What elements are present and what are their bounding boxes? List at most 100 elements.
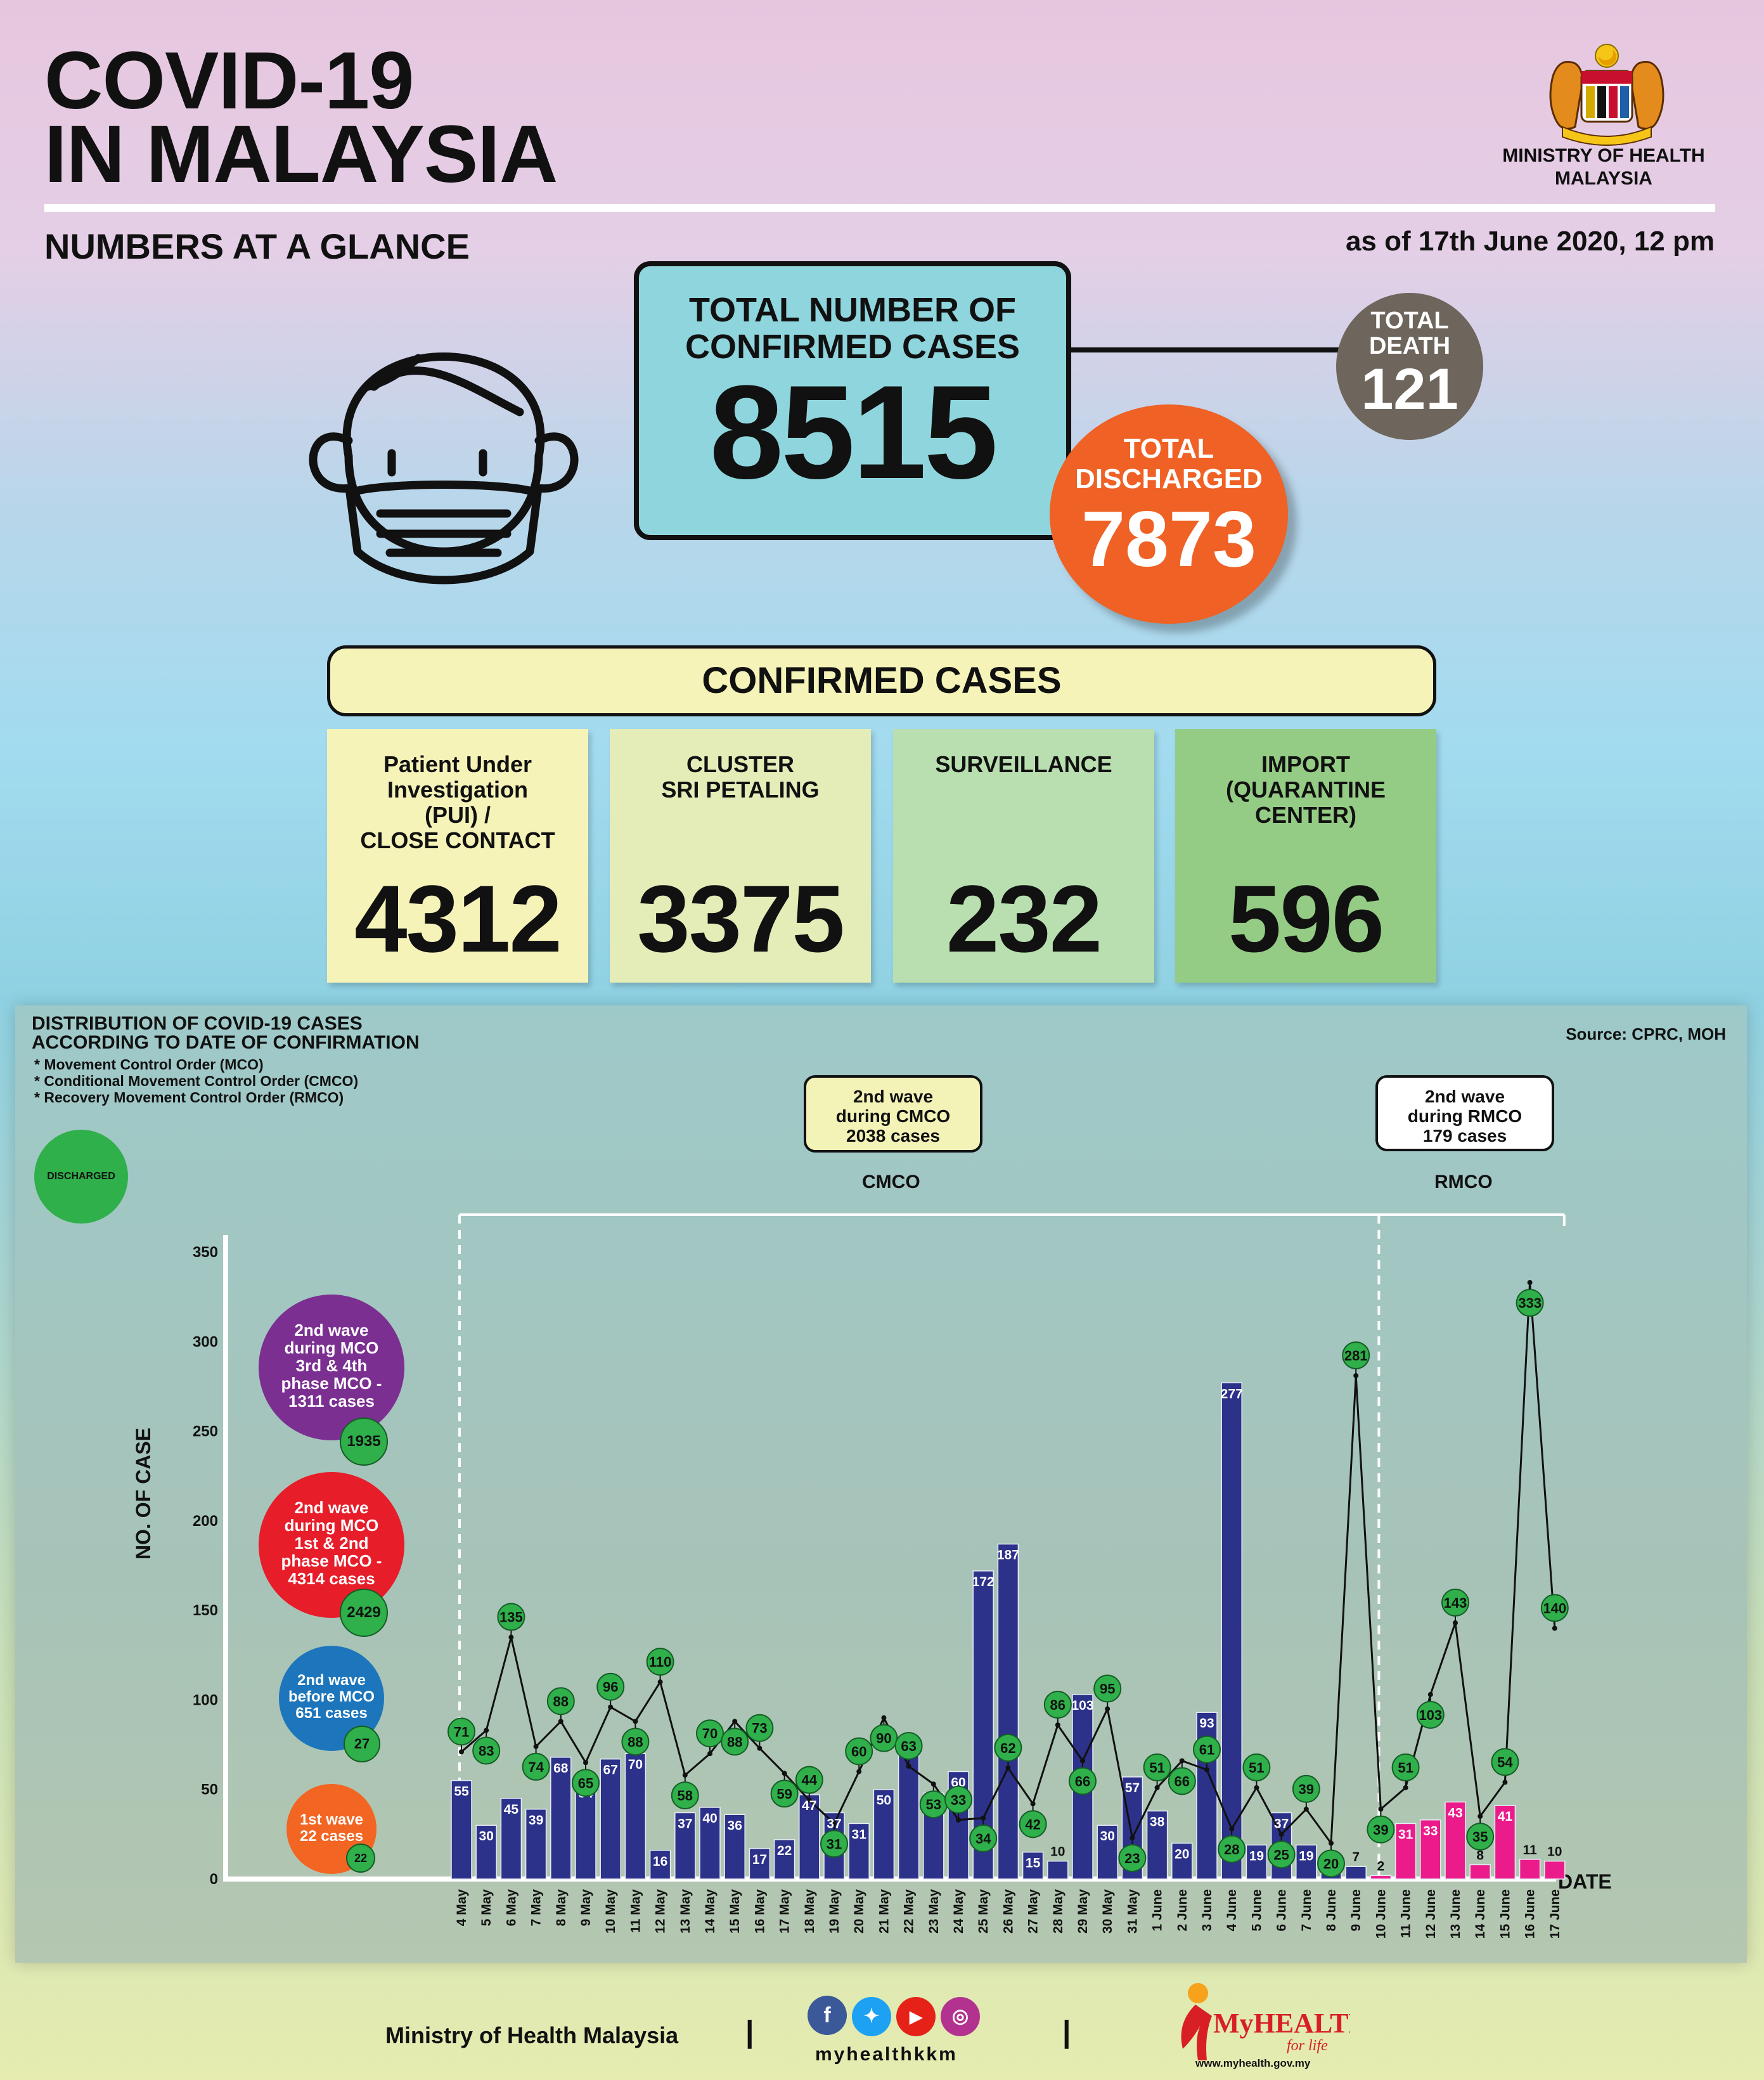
cmco-wave-callout: 2nd wave during CMCO 2038 cases [804,1075,982,1153]
callout-line: 179 cases [1422,1126,1507,1146]
discharged-value-label: 31 [827,1836,842,1852]
bar-value-label: 8 [1476,1848,1484,1863]
x-tick-label: 19 May [827,1889,842,1934]
discharged-badge [621,1728,650,1756]
discharged-value-label: 39 [1373,1822,1388,1838]
myhealth-url: www.myhealth.gov.my [1195,2057,1311,2069]
total-confirmed-label-line-2: CONFIRMED CASES [685,328,1020,366]
card-label-line: SRI PETALING [661,777,820,803]
card-pui-close-contact: Patient Under Investigation (PUI) / CLOS… [327,729,588,983]
bar-value-label: 36 [728,1818,742,1833]
bar-value-label: 30 [1100,1829,1115,1844]
discharged-badge [546,1687,575,1715]
bar-30-may [1097,1825,1118,1880]
x-tick-label: 10 May [603,1889,618,1934]
rmco-period-label: RMCO [1434,1172,1493,1192]
callout-line: during RMCO [1407,1106,1523,1126]
discharged-badge [1043,1690,1072,1719]
bar-value-label: 68 [553,1761,569,1776]
bar-10-june [1370,1875,1392,1880]
discharged-value-label: 103 [1419,1707,1442,1723]
discharged-badge [1069,1767,1097,1795]
chart-title: DISTRIBUTION OF COVID-19 CASES ACCORDING… [32,1014,420,1052]
discharged-value-label: 73 [752,1721,767,1736]
bar-8-may [550,1757,572,1880]
bar-6-may [500,1798,522,1880]
x-tick-label: 29 May [1076,1889,1090,1934]
wave-line: 2nd wave [294,1321,369,1340]
rmco-wave-callout: 2nd wave during RMCO 179 cases [1375,1075,1554,1151]
coat-of-arms-icon [1549,44,1664,146]
card-import-quarantine: IMPORT (QUARANTINE CENTER) 596 [1175,729,1436,983]
bar-16-may [749,1848,771,1880]
y-tick-label: 0 [210,1871,218,1888]
chart-notes: * Movement Control Order (MCO) * Conditi… [34,1056,358,1106]
discharged-value-label: 58 [678,1788,693,1804]
bar-27-may [1022,1851,1044,1880]
total-discharged-label-line-2: DISCHARGED [1075,463,1263,494]
total-confirmed-value: 8515 [709,358,998,507]
cmco-period-label: CMCO [862,1172,920,1192]
bar-value-label: 93 [1199,1716,1214,1731]
bar-14-may [699,1807,721,1880]
x-tick-label: 16 June [1523,1889,1538,1939]
discharged-value-label: 110 [649,1654,672,1670]
card-value: 596 [1228,865,1384,972]
x-tick-label: 5 June [1249,1889,1264,1932]
x-tick-label: 26 May [1001,1889,1015,1934]
bar-value-label: 31 [1398,1827,1413,1842]
bar-15-may [724,1814,745,1880]
y-tick-label: 300 [193,1333,218,1350]
youtube-icon[interactable]: ▶ [896,1997,936,2036]
discharged-value-label: 33 [951,1792,966,1808]
card-label-line: Patient Under [383,751,532,777]
wave-discharged-badge: 22 [346,1844,375,1873]
x-tick-label: 9 May [579,1889,593,1927]
callout-line: 2nd wave [1424,1087,1505,1106]
instagram-icon[interactable]: ◎ [941,1997,980,2036]
confirmed-cases-header: CONFIRMED CASES [327,645,1436,716]
card-value: 3375 [637,865,845,972]
bar-value-label: 2 [1377,1859,1385,1873]
bar-21-may [873,1788,895,1880]
bar-4-may [451,1780,472,1880]
bar-value-label: 10 [1547,1845,1562,1859]
discharged-value-label: 88 [727,1734,742,1750]
discharged-value-label: 63 [901,1738,916,1754]
x-tick-label: 6 May [504,1889,518,1927]
wave-line: phase MCO - [281,1551,382,1570]
discharged-badge [1019,1810,1047,1838]
discharged-badge [1317,1849,1345,1878]
total-confirmed-card: TOTAL NUMBER OF CONFIRMED CASES 8515 [634,261,1071,540]
x-tick-label: 11 June [1399,1889,1413,1938]
wave-mco-1-2-circle: 2nd wave during MCO 1st & 2nd phase MCO … [259,1472,404,1618]
wave-line: 1311 cases [288,1392,375,1411]
x-tick-label: 12 June [1424,1889,1438,1939]
bar-value-label: 39 [529,1813,543,1828]
facebook-icon[interactable]: f [808,1996,847,2035]
total-discharged-label-line-1: TOTAL [1123,433,1214,464]
twitter-icon[interactable]: ✦ [852,1997,891,2036]
discharged-badge [1218,1835,1246,1863]
x-axis-label: DATE [1558,1870,1612,1893]
discharged-badge [1516,1289,1544,1317]
discharged-badge [820,1830,848,1858]
bar-value-label: 57 [1125,1781,1140,1795]
card-label-line: SURVEILLANCE [935,751,1112,777]
bar-value-label: 45 [504,1802,519,1817]
wave-discharged-badge: 27 [344,1726,380,1762]
bar-value-label: 47 [802,1799,816,1813]
wave-line: 4314 cases [288,1569,375,1588]
myhealth-tagline: for life [1287,2038,1328,2054]
discharged-value-label: 54 [1497,1754,1513,1770]
bar-value-label: 43 [1448,1805,1462,1820]
discharged-value-label: 88 [628,1734,643,1750]
discharged-value-label: 44 [802,1773,818,1788]
bar-value-label: 15 [1026,1856,1041,1871]
bar-value-label: 103 [1071,1698,1093,1713]
discharged-badge [1118,1844,1147,1873]
discharged-value-label: 61 [1199,1742,1214,1758]
bar-12-june [1420,1819,1441,1880]
ministry-line-2: MALAYSIA [1555,168,1652,189]
bar-2-june [1171,1842,1193,1880]
